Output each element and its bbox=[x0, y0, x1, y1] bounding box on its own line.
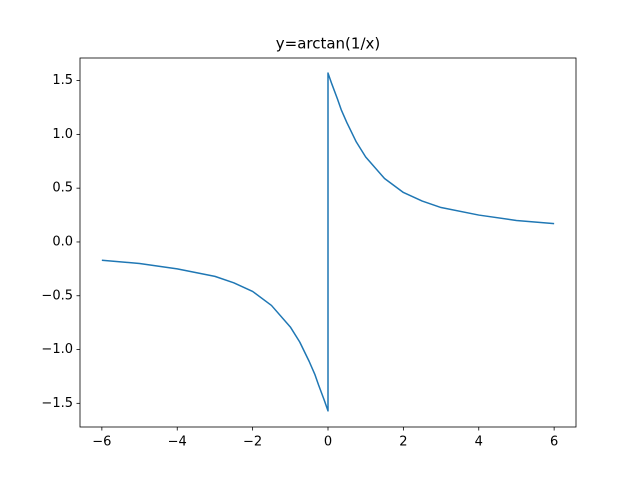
y-tick-label: 1.5 bbox=[52, 73, 73, 88]
x-tick-label: 4 bbox=[475, 435, 483, 450]
chart-title: y=arctan(1/x) bbox=[276, 35, 380, 53]
y-tick-label: −1.5 bbox=[41, 396, 73, 411]
y-tick-label: 1.0 bbox=[52, 127, 73, 142]
x-tick-label: −6 bbox=[92, 435, 111, 450]
line-series bbox=[101, 72, 555, 412]
y-tick-label: 0.5 bbox=[52, 181, 73, 196]
x-tick-label: −2 bbox=[243, 435, 262, 450]
x-tick-label: 0 bbox=[324, 435, 332, 450]
x-tick-label: −4 bbox=[168, 435, 187, 450]
y-tick-label: 0.0 bbox=[52, 234, 73, 249]
y-tick-label: −0.5 bbox=[41, 288, 73, 303]
y-tick-label: −1.0 bbox=[41, 342, 73, 357]
plot-area bbox=[101, 72, 555, 412]
x-tick-label: 6 bbox=[550, 435, 558, 450]
x-tick-label: 2 bbox=[399, 435, 407, 450]
